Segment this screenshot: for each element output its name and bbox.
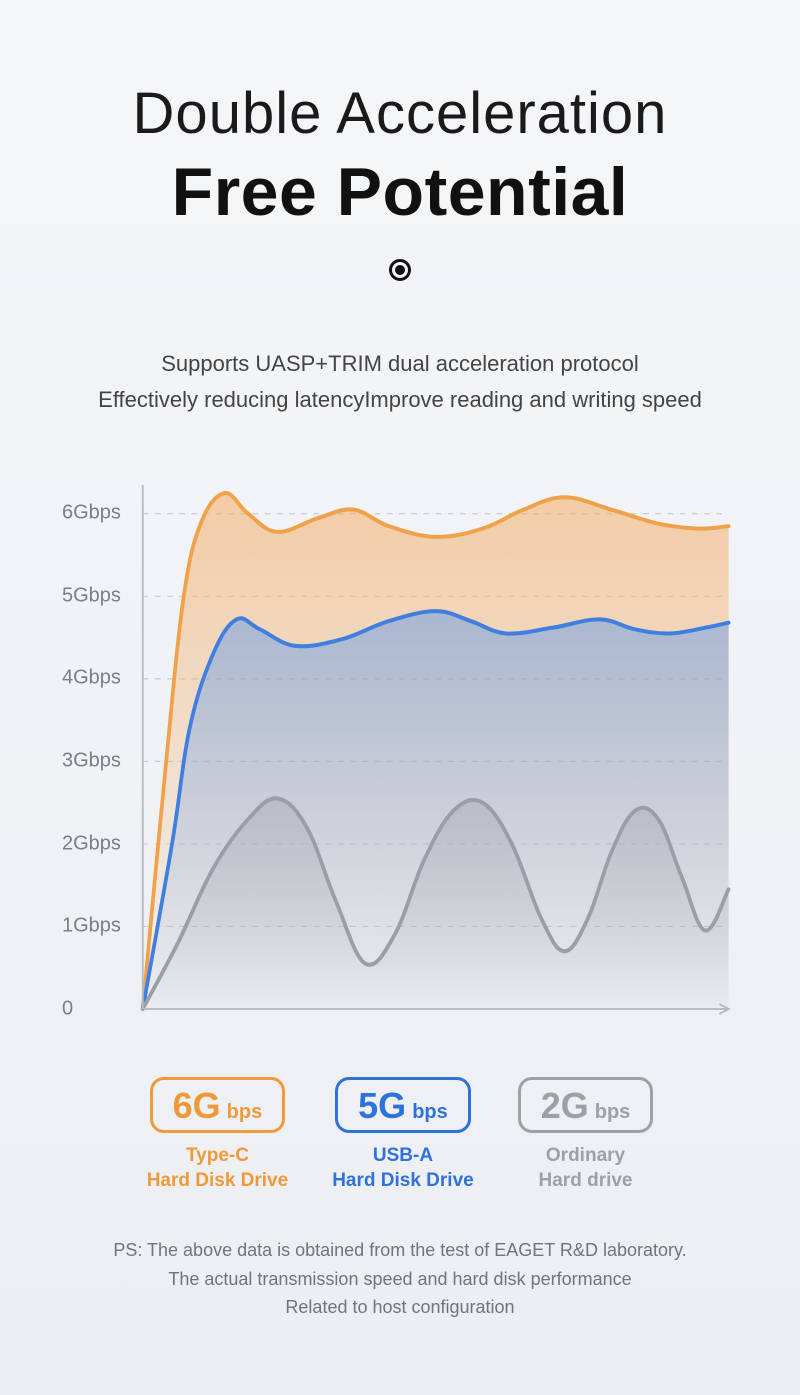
y-tick-label: 4Gbps — [62, 667, 121, 690]
legend-value: 2G — [541, 1088, 589, 1124]
footnote-line-3: Related to host configuration — [40, 1293, 760, 1322]
legend-sub-line: Ordinary — [518, 1143, 654, 1169]
legend-sub-line: USB-A — [332, 1143, 474, 1169]
legend-badge: 2G bps — [518, 1077, 654, 1133]
footnote-line-1: PS: The above data is obtained from the … — [40, 1236, 760, 1265]
legend-sublabel: USB-AHard Disk Drive — [332, 1143, 474, 1194]
y-tick-label: 2Gbps — [62, 832, 121, 855]
legend-value: 5G — [358, 1088, 406, 1124]
page-title: Double Acceleration Free Potential — [40, 80, 760, 286]
y-tick-label: 5Gbps — [62, 584, 121, 607]
legend-sub-line: Hard drive — [518, 1168, 654, 1194]
legend-unit: bps — [595, 1101, 631, 1124]
legend-unit: bps — [227, 1101, 263, 1124]
speed-chart: 0 1Gbps 2Gbps 3Gbps 4Gbps 5Gbps 6Gbps — [62, 479, 738, 1039]
y-tick-label: 1Gbps — [62, 915, 121, 938]
y-tick-label: 0 — [62, 997, 73, 1020]
subtitle-line-2: Effectively reducing latencyImprove read… — [40, 382, 760, 418]
legend-sub-line: Type-C — [147, 1143, 289, 1169]
y-tick-label: 3Gbps — [62, 749, 121, 772]
subtitle-block: Supports UASP+TRIM dual acceleration pro… — [40, 346, 760, 419]
y-tick-label: 6Gbps — [62, 502, 121, 525]
legend-value: 6G — [173, 1088, 221, 1124]
infographic-page: Double Acceleration Free Potential Suppo… — [0, 0, 800, 1362]
legend-item: 2G bps OrdinaryHard drive — [518, 1077, 654, 1194]
legend-badge: 6G bps — [150, 1077, 286, 1133]
bullet-icon — [389, 259, 411, 281]
title-line-1: Double Acceleration — [40, 80, 760, 147]
footnote-line-2: The actual transmission speed and hard d… — [40, 1265, 760, 1294]
legend-sub-line: Hard Disk Drive — [332, 1168, 474, 1194]
footnote: PS: The above data is obtained from the … — [40, 1236, 760, 1322]
legend-row: 6GbpsType-CHard Disk Drive5GbpsUSB-AHard… — [40, 1077, 760, 1194]
legend-badge: 5G bps — [335, 1077, 471, 1133]
legend-sublabel: OrdinaryHard drive — [518, 1143, 654, 1194]
legend-item: 5G bps USB-AHard Disk Drive — [332, 1077, 474, 1194]
title-line-2: Free Potential — [40, 153, 760, 231]
legend-item: 6G bps Type-CHard Disk Drive — [147, 1077, 289, 1194]
legend-sub-line: Hard Disk Drive — [147, 1168, 289, 1194]
legend-sublabel: Type-CHard Disk Drive — [147, 1143, 289, 1194]
chart-canvas — [62, 479, 738, 1039]
subtitle-line-1: Supports UASP+TRIM dual acceleration pro… — [40, 346, 760, 382]
legend-unit: bps — [412, 1101, 448, 1124]
